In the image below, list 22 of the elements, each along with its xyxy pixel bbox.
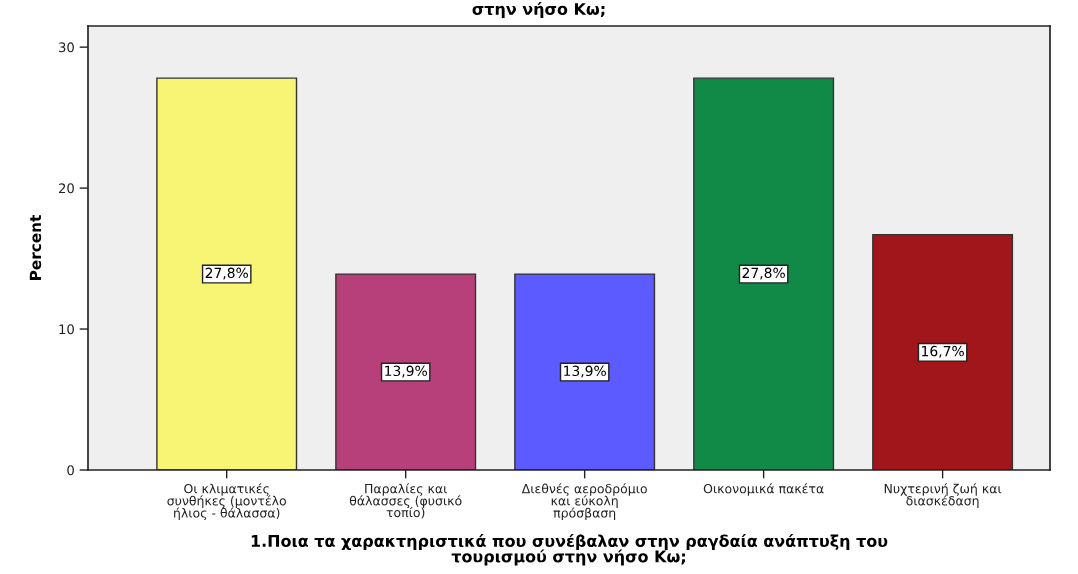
chart-title: στην νήσο Κω;	[472, 2, 605, 19]
x-axis-title: 1.Ποια τα χαρακτηριστικά που συνέβαλαν στην ραγδαία ανάπτυξη του τουρισμού στην νήσο Κω;	[251, 533, 888, 566]
y-axis-title: Percent	[29, 215, 42, 280]
y-tick-label: 0	[67, 465, 74, 476]
y-tick-label: 30	[59, 42, 74, 53]
y-tick-label: 10	[59, 324, 74, 335]
bar	[156, 77, 298, 470]
x-tick-label: Νυχτερινή ζωή και διασκέδαση	[884, 483, 1002, 508]
x-tick-label: Οικονομικά πακέτα	[703, 483, 824, 496]
data-label: 13,9%	[564, 365, 606, 378]
x-tick-label: Οι κλιματικές συνθήκες (μοντέλο ήλιος - θάλασσα)	[167, 483, 286, 521]
bar	[335, 273, 477, 470]
data-label: 27,8%	[205, 267, 248, 280]
bar	[693, 77, 835, 470]
data-label: 27,8%	[742, 267, 785, 280]
data-label: 16,7%	[922, 345, 964, 358]
x-tick-label: Διεθνές αεροδρόμιο και εύκολη πρόσβαση	[521, 483, 647, 521]
bar	[872, 233, 1014, 470]
y-tick-label: 20	[58, 183, 74, 194]
bar	[514, 273, 656, 470]
data-label: 13,9%	[385, 365, 427, 378]
x-tick-label: Παραλίες και θάλασσες (φυσικό τοπίο)	[349, 483, 462, 519]
